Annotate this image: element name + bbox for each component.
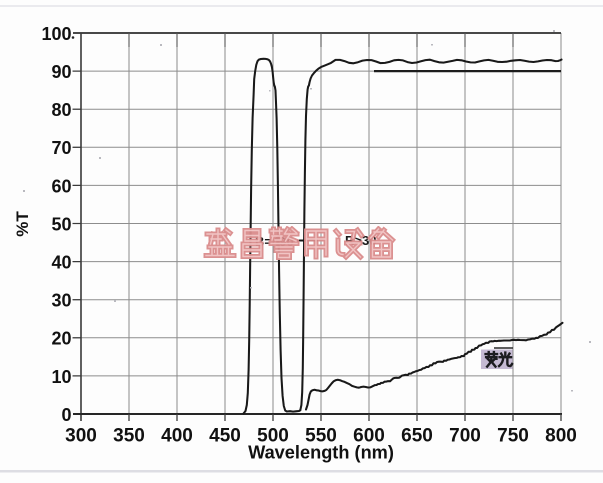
- svg-text:70: 70: [51, 138, 71, 158]
- svg-text:650: 650: [401, 425, 433, 446]
- svg-text:350: 350: [113, 425, 145, 446]
- svg-text:20: 20: [51, 329, 71, 349]
- svg-text:750: 750: [497, 425, 529, 446]
- svg-text:100: 100: [41, 24, 71, 44]
- svg-text:800: 800: [545, 425, 577, 446]
- svg-text:700: 700: [449, 425, 481, 446]
- svg-text:90: 90: [51, 62, 71, 82]
- svg-text:0: 0: [61, 405, 71, 425]
- svg-text:80: 80: [51, 100, 71, 120]
- svg-text:400: 400: [161, 425, 193, 446]
- svg-text:40: 40: [51, 253, 71, 273]
- svg-text:10: 10: [51, 367, 71, 387]
- svg-text:550: 550: [305, 425, 337, 446]
- svg-text:600: 600: [353, 425, 385, 446]
- svg-text:450: 450: [209, 425, 241, 446]
- svg-text:500: 500: [257, 425, 289, 446]
- svg-text:300: 300: [65, 425, 97, 446]
- svg-text:30: 30: [51, 291, 71, 311]
- svg-text:Wavelength (nm): Wavelength (nm): [248, 443, 394, 463]
- svg-text:%T: %T: [13, 211, 32, 237]
- svg-text:50: 50: [51, 214, 71, 234]
- svg-text:60: 60: [51, 176, 71, 196]
